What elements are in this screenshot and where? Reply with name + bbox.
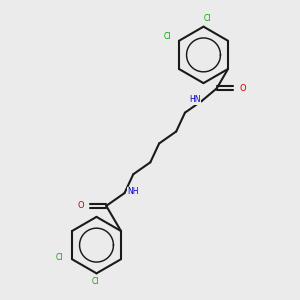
- Text: O: O: [239, 84, 246, 93]
- Text: Cl: Cl: [56, 253, 63, 262]
- Text: Cl: Cl: [163, 32, 171, 41]
- Text: HN: HN: [189, 95, 200, 104]
- Text: Cl: Cl: [203, 14, 211, 23]
- Text: Cl: Cl: [91, 277, 99, 286]
- Text: O: O: [77, 201, 84, 210]
- Text: NH: NH: [128, 187, 139, 196]
